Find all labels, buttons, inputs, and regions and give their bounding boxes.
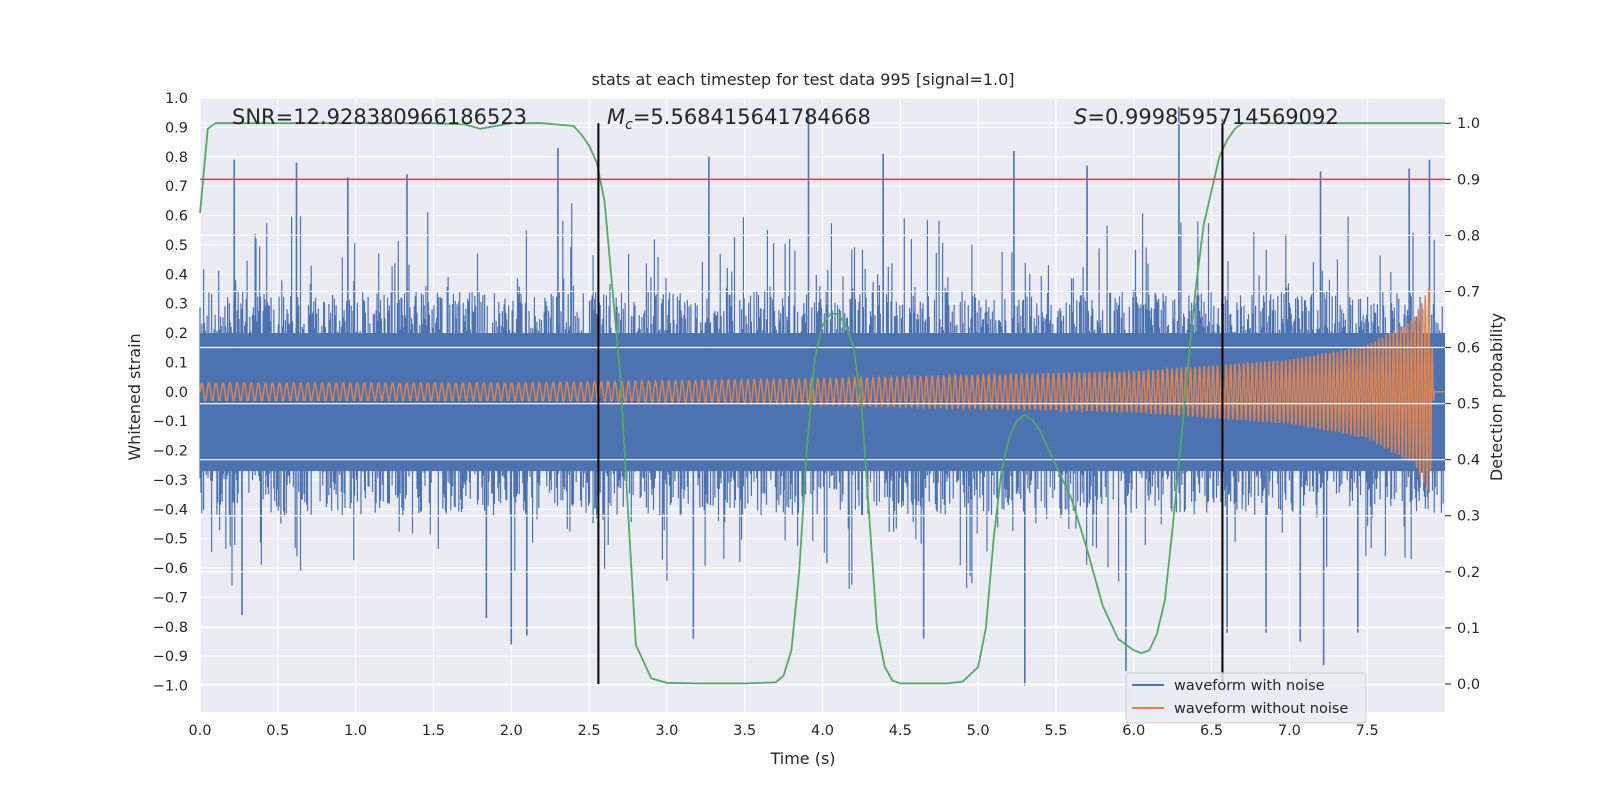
- x-tick-label: 2.5: [578, 723, 601, 739]
- series-detection-probability: [199, 122, 1445, 685]
- x-tick-label: 5.5: [1044, 723, 1067, 739]
- y-tick-label: −0.4: [153, 502, 188, 518]
- y-tick-label: 0.5: [165, 238, 188, 254]
- x-tick-label: 1.5: [422, 723, 445, 739]
- x-tick-label: 3.0: [655, 723, 678, 739]
- y-tick-label: 0.8: [165, 150, 188, 166]
- y-tick-label: 0.0: [165, 385, 188, 401]
- x-tick-label: 2.0: [500, 723, 523, 739]
- chirp-mass-annotation: Mc=5.568415641784668: [607, 105, 871, 133]
- y2-tick-label: 0.1: [1457, 621, 1480, 637]
- x-tick-label: 0.0: [188, 723, 211, 739]
- snr-annotation: SNR=12.928380966186523: [232, 105, 527, 129]
- y2-tick-label: 0.4: [1457, 453, 1480, 469]
- y2-tick-label: 0.9: [1457, 172, 1480, 188]
- x-axis-label: Time (s): [769, 749, 835, 768]
- chart-title: stats at each timestep for test data 995…: [591, 70, 1014, 89]
- vertical-markers: [597, 123, 1224, 684]
- y-tick-label: 0.3: [165, 297, 188, 313]
- x-tick-label: 6.5: [1200, 723, 1223, 739]
- x-tick-label: 6.0: [1122, 723, 1145, 739]
- y2-tick-label: 0.3: [1457, 509, 1480, 525]
- y-tick-label: −0.7: [153, 590, 188, 606]
- y-tick-label: 0.7: [165, 179, 188, 195]
- y-tick-label: 0.9: [165, 120, 188, 136]
- y2-tick-label: 0.2: [1457, 565, 1480, 581]
- x-tick-labels: 0.0 0.5 1.0 1.5 2.0 2.5 3.0 3.5 4.0 4.5 5.0 5.5 6.0 6…: [188, 723, 1378, 739]
- x-tick-label: 0.5: [266, 723, 289, 739]
- y-tick-label: −0.9: [153, 649, 188, 665]
- y-tick-labels: 1.0 0.9 0.8 0.7 0.6 0.5 0.4 0.3 0.2 0.1 0.0 −0.1 −0.…: [153, 91, 188, 695]
- y-tick-label: −0.5: [153, 532, 188, 548]
- x-tick-label: 1.0: [344, 723, 367, 739]
- y-tick-label: 0.2: [165, 326, 188, 342]
- y2-tick-label: 0.7: [1457, 284, 1480, 300]
- y-tick-label: −0.2: [153, 444, 188, 460]
- y-tick-label: 0.1: [165, 355, 188, 371]
- statistic-value: =0.9998595714569092: [1087, 105, 1338, 129]
- y2-tick-label: 1.0: [1457, 116, 1480, 132]
- y-axis-label: Whitened strain: [125, 333, 144, 460]
- y-tick-label: 1.0: [165, 91, 188, 107]
- chirp-mass-value: =5.568415641784668: [633, 105, 871, 129]
- chirp-mass-subscript: c: [625, 117, 633, 133]
- x-tick-label: 4.5: [889, 723, 912, 739]
- y2-tick-labels: 1.0 0.9 0.8 0.7 0.6 0.5 0.4 0.3 0.2 0.1 0.0: [1445, 116, 1480, 693]
- legend: waveform with noise waveform without noi…: [1125, 672, 1367, 724]
- y2-tick-label: 0.0: [1457, 677, 1480, 693]
- y-tick-label: −0.1: [153, 414, 188, 430]
- x-tick-label: 5.0: [967, 723, 990, 739]
- statistic-annotation: S=0.9998595714569092: [1074, 105, 1339, 129]
- legend-label-with-noise: waveform with noise: [1174, 678, 1325, 694]
- statistic-symbol: S: [1074, 105, 1087, 129]
- x-tick-label: 3.5: [733, 723, 756, 739]
- y-tick-label: −0.3: [153, 473, 188, 489]
- y-tick-label: −0.6: [153, 561, 188, 577]
- y2-tick-label: 0.8: [1457, 228, 1480, 244]
- x-tick-label: 7.5: [1356, 723, 1379, 739]
- legend-box: [1125, 672, 1367, 724]
- chirp-mass-symbol: M: [607, 105, 625, 129]
- clean-waveform-line: [199, 288, 1445, 491]
- y2-axis-label: Detection probability: [1487, 313, 1506, 481]
- legend-label-without-noise: waveform without noise: [1174, 701, 1348, 717]
- y-tick-label: 0.4: [165, 267, 188, 283]
- x-tick-label: 4.0: [811, 723, 834, 739]
- y-tick-label: −1.0: [153, 679, 188, 695]
- x-tick-label: 7.0: [1278, 723, 1301, 739]
- y-tick-label: 0.6: [165, 209, 188, 225]
- y2-tick-label: 0.6: [1457, 341, 1480, 357]
- y-tick-label: −0.8: [153, 620, 188, 636]
- series-waveform-without-noise: [199, 288, 1445, 491]
- probability-line: [199, 122, 1445, 685]
- y2-tick-label: 0.5: [1457, 397, 1480, 413]
